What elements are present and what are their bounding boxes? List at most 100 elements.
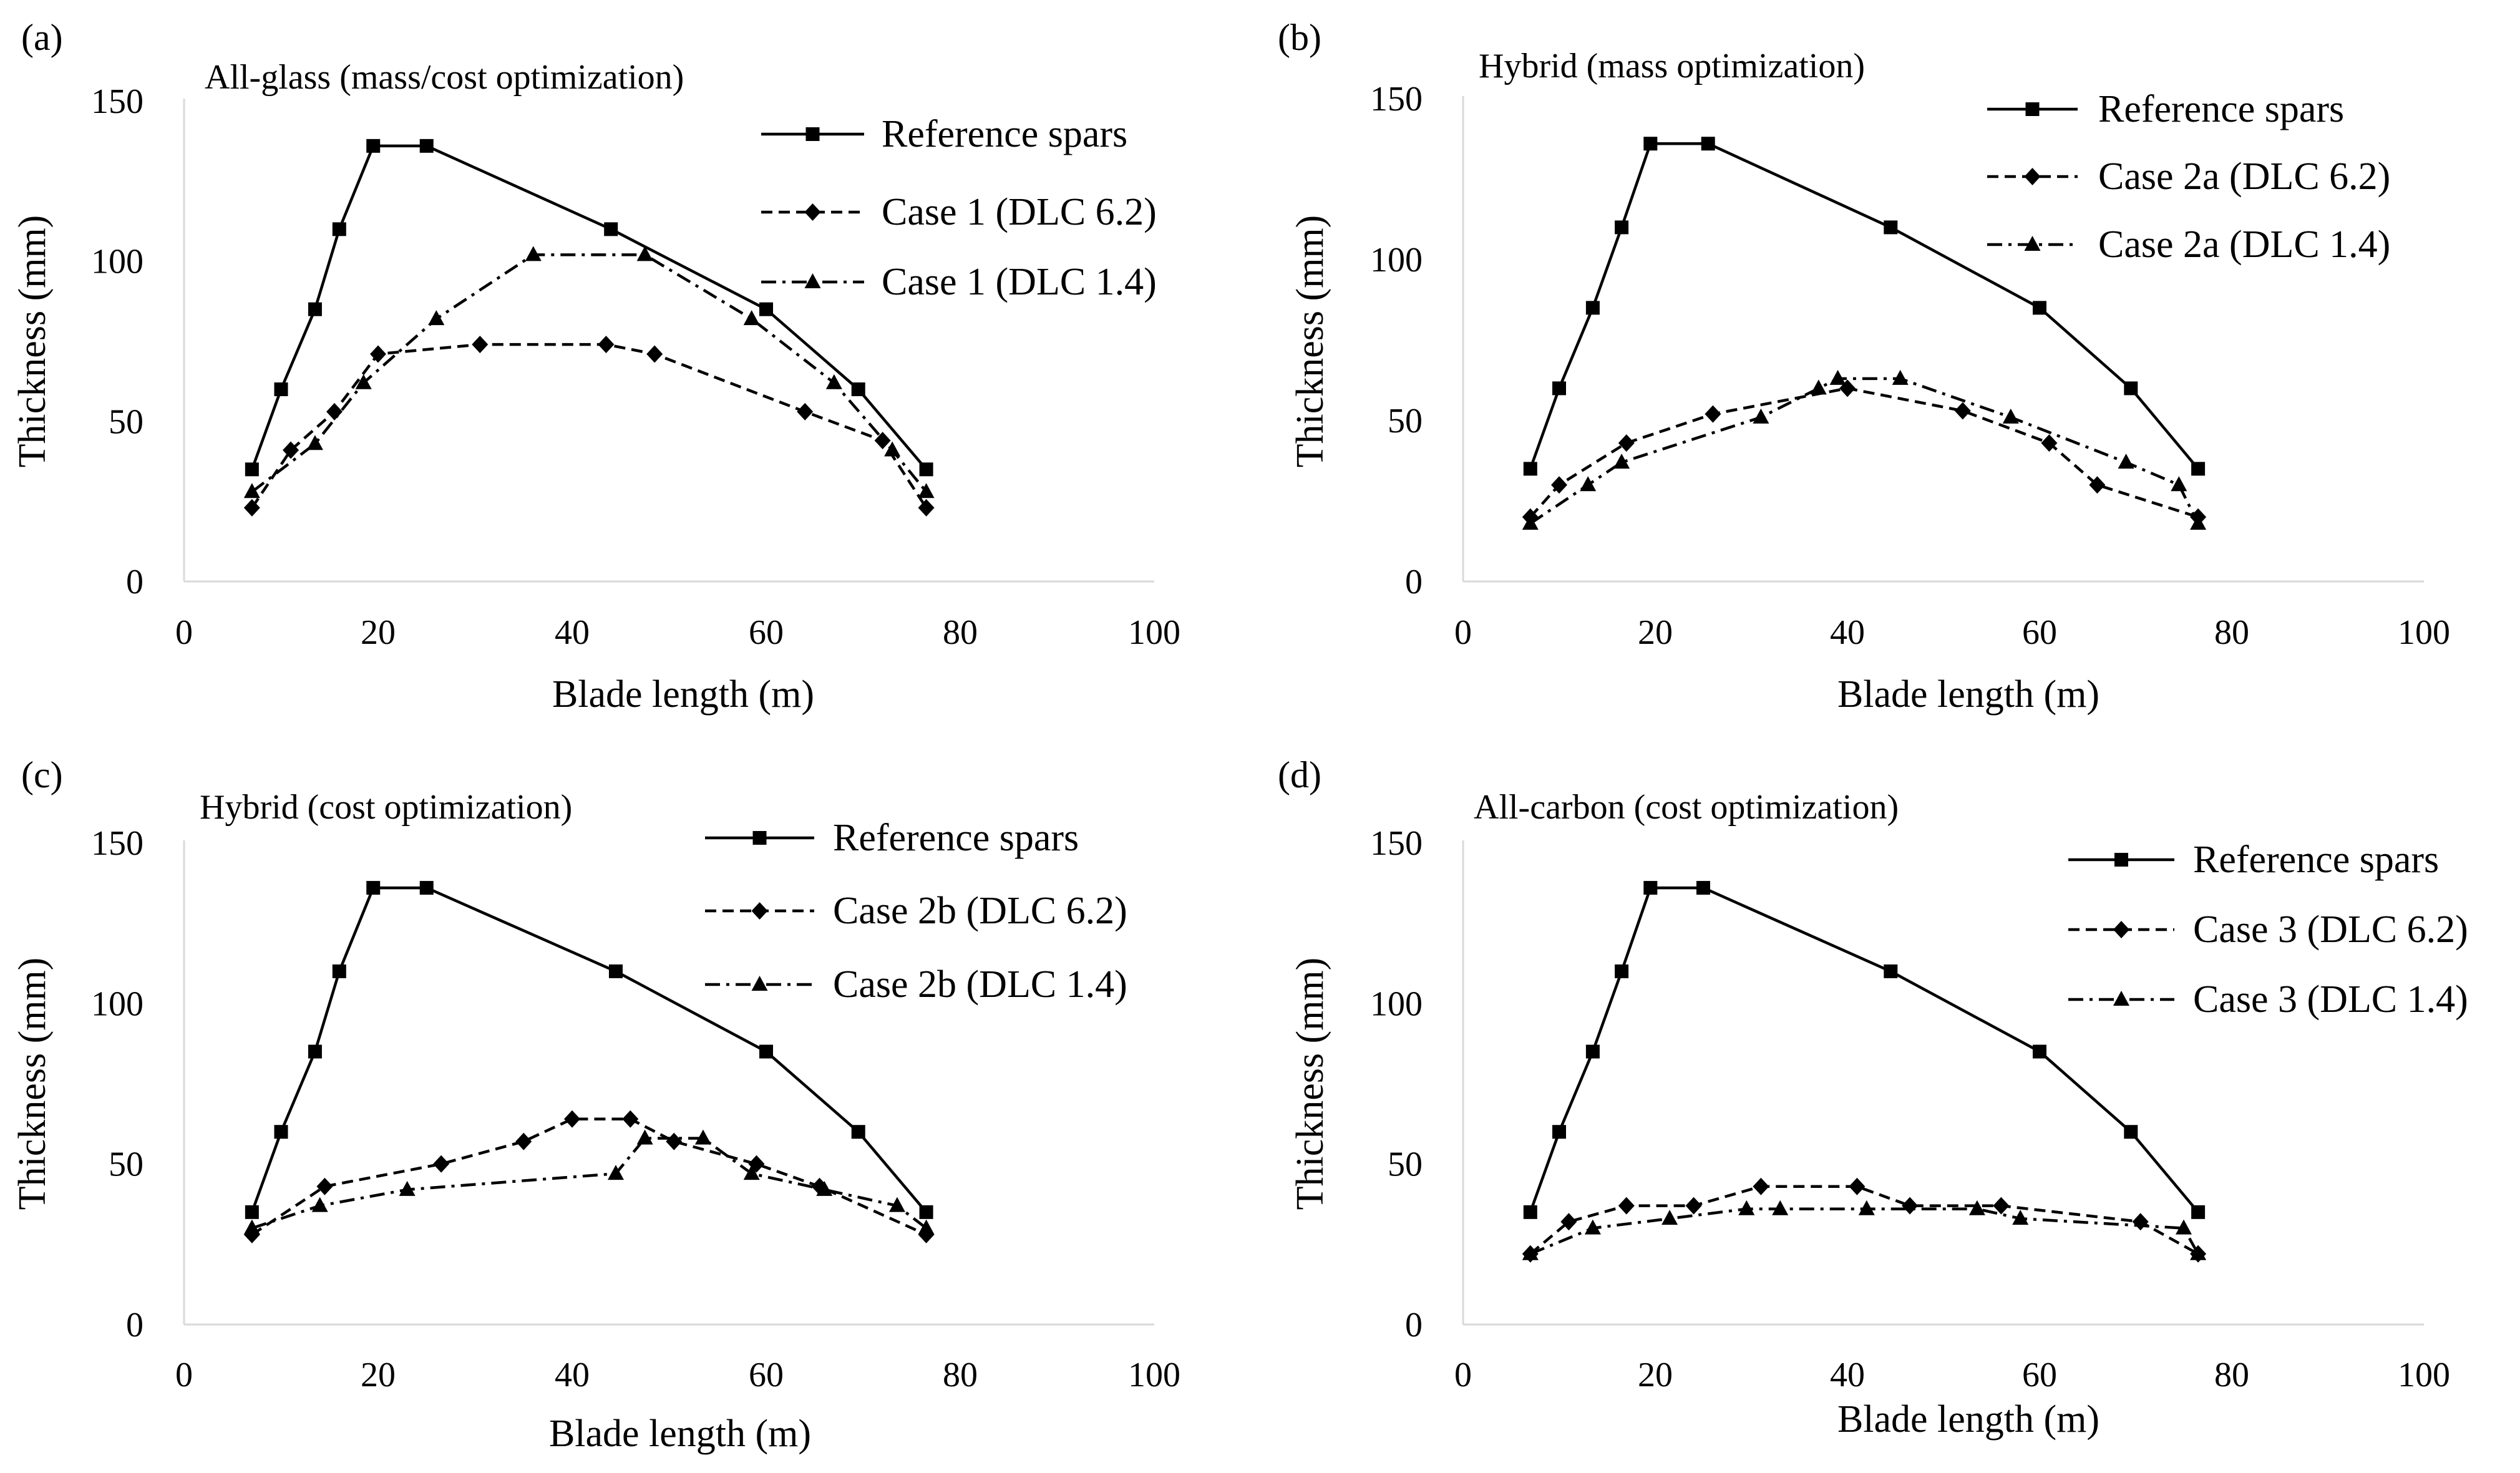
data-point: [1829, 369, 1846, 385]
chart-panel-4: (d) All-carbon (cost optimization) 0 20 40 60…: [1278, 754, 2468, 1441]
data-point: [918, 1219, 935, 1235]
data-point: [1884, 220, 1898, 235]
data-point: [1551, 476, 1567, 494]
data-point: [694, 1129, 711, 1145]
legend-label: Reference spars: [2193, 839, 2439, 881]
series-reference-spars: [245, 881, 933, 1219]
data-point: [2191, 462, 2206, 476]
data-point: [825, 374, 842, 389]
series-case-3-dlc-1-4: [1522, 1200, 2207, 1260]
data-point: [311, 1197, 328, 1212]
legend-entry: Reference spars: [705, 817, 1079, 859]
data-point: [399, 1180, 416, 1196]
y-tick-label: 150: [91, 82, 144, 121]
data-point: [2033, 1044, 2046, 1059]
data-point: [1705, 405, 1721, 423]
data-point: [245, 462, 259, 477]
data-point: [2124, 1125, 2138, 1139]
x-tick-label: 60: [2022, 1356, 2057, 1394]
data-point: [428, 310, 445, 326]
data-point: [1753, 408, 1769, 424]
data-point: [1810, 379, 1827, 395]
data-point: [1849, 1177, 1866, 1195]
data-point: [2089, 476, 2106, 494]
data-point: [1585, 1044, 1600, 1059]
legend-entry: Case 1 (DLC 1.4): [761, 261, 1157, 303]
panel-label: (b): [1278, 17, 1321, 58]
legend-label: Reference spars: [833, 817, 1079, 859]
data-point: [316, 1177, 333, 1195]
legend-marker: [751, 976, 768, 991]
data-point: [2012, 1210, 2029, 1225]
data-point: [1523, 1205, 1537, 1219]
data-point: [332, 964, 346, 978]
y-tick-label: 150: [1370, 824, 1423, 863]
data-point: [1738, 1200, 1755, 1215]
series-case-2b-dlc-1-4: [243, 1129, 935, 1235]
x-axis-title: Blade length (m): [552, 673, 814, 716]
chart-title: Hybrid (mass optimization): [1479, 47, 1865, 85]
data-point: [1618, 1197, 1635, 1215]
x-tick-label: 40: [555, 613, 590, 652]
data-point: [759, 1044, 773, 1059]
legend-marker: [2024, 236, 2041, 251]
data-point: [919, 462, 933, 477]
data-point: [851, 382, 865, 396]
series-reference-spars: [245, 139, 933, 477]
data-point: [1954, 402, 1971, 420]
x-axis-title: Blade length (m): [1837, 1398, 2099, 1441]
data-point: [797, 402, 814, 421]
x-tick-label: 0: [1454, 613, 1472, 652]
data-point: [370, 345, 386, 363]
data-point: [2190, 515, 2207, 530]
data-point: [308, 1044, 322, 1059]
data-point: [888, 1197, 905, 1212]
data-point: [419, 139, 434, 153]
data-point: [607, 1165, 624, 1180]
x-tick-label: 100: [2398, 613, 2450, 652]
x-tick-label: 20: [361, 613, 396, 652]
legend-entry: Case 2a (DLC 1.4): [1987, 223, 2390, 266]
x-tick-label: 20: [361, 1356, 396, 1394]
data-point: [245, 1205, 259, 1219]
legend-label: Case 3 (DLC 6.2): [2193, 908, 2468, 951]
legend-entry: Reference spars: [2068, 839, 2439, 881]
legend-label: Case 2a (DLC 1.4): [2098, 223, 2390, 266]
x-tick-label: 100: [2398, 1356, 2450, 1394]
data-point: [2118, 454, 2134, 469]
x-tick-label: 80: [943, 613, 978, 652]
data-point: [2002, 408, 2019, 424]
y-tick-label: 50: [1388, 1145, 1423, 1184]
legend-entry: Case 2b (DLC 1.4): [705, 963, 1127, 1006]
x-tick-label: 80: [2214, 613, 2249, 652]
series-line: [1529, 1207, 2200, 1255]
x-tick-label: 80: [943, 1356, 978, 1394]
data-point: [355, 374, 372, 389]
data-point: [472, 336, 489, 354]
data-point: [274, 382, 288, 396]
legend-entry: Case 1 (DLC 6.2): [761, 191, 1157, 233]
data-point: [2191, 1205, 2206, 1219]
y-tick-label: 0: [1405, 563, 1423, 601]
data-point: [2041, 434, 2058, 452]
series-case-2a-dlc-1-4: [1522, 369, 2207, 530]
legend-entry: Case 2a (DLC 6.2): [1987, 155, 2390, 198]
legend-marker: [804, 203, 821, 221]
data-point: [1753, 1177, 1769, 1195]
panel-label: (c): [21, 754, 63, 795]
data-point: [636, 1129, 653, 1145]
series-line: [1529, 1185, 2199, 1255]
legend-entry: Case 2b (DLC 6.2): [705, 890, 1127, 932]
chart-panel-1: (a) All-glass (mass/cost optimization) 0 20…: [11, 17, 1180, 716]
legend-label: Case 1 (DLC 1.4): [882, 261, 1157, 303]
y-tick-label: 0: [126, 1306, 144, 1344]
y-tick-label: 100: [91, 243, 144, 281]
data-point: [1696, 881, 1710, 895]
legend-label: Reference spars: [2098, 88, 2344, 130]
legend-entry: Case 3 (DLC 1.4): [2068, 978, 2468, 1021]
chart-title: All-carbon (cost optimization): [1474, 788, 1899, 827]
data-point: [243, 1219, 260, 1235]
data-point: [274, 1125, 288, 1139]
x-tick-label: 100: [1128, 1356, 1180, 1394]
